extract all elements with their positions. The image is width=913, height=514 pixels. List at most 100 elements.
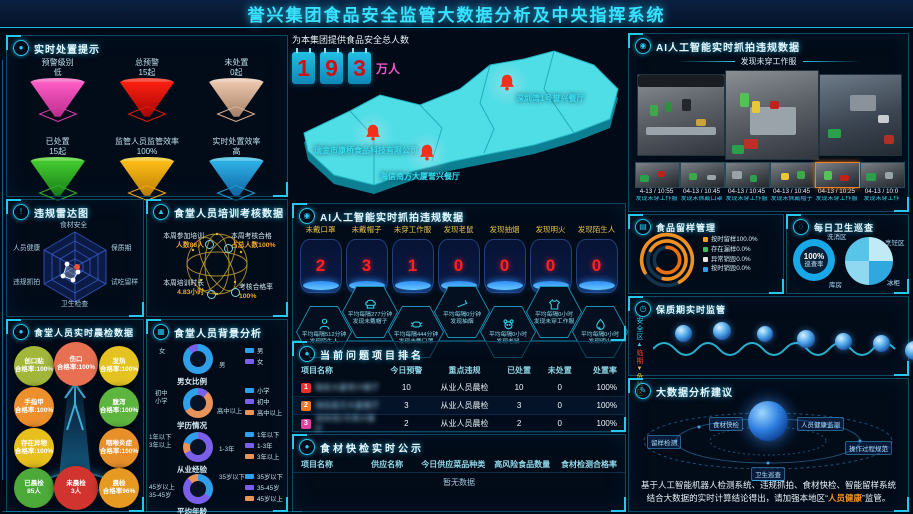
cigarette-icon (456, 299, 468, 308)
expiry-item-bubble[interactable] (835, 333, 852, 350)
map-marker-label[interactable]: 瑞金市康桥食品科技有限公司 (314, 146, 418, 155)
orbit-node[interactable]: 人员健康监测 (797, 417, 844, 431)
check-stat: 咽喉炎症 合格率:100% (99, 428, 139, 468)
funnel-stat: 未处置 0起 (192, 58, 281, 129)
check-stat: 未晨检 3人 (54, 466, 98, 510)
cctv-still[interactable] (725, 70, 819, 160)
mouse-icon (502, 319, 514, 330)
expiry-item-bubble[interactable] (713, 322, 731, 340)
violation-stat: 未戴口罩 2 (298, 224, 343, 293)
table-row[interactable]: 1 瑞金大厦誉兴餐厅 10 从业人员晨检 10 0 100% (293, 379, 625, 397)
funnel-icon (208, 157, 264, 202)
interval-hex: 平均每隔277分钟 发现未戴帽子 (342, 286, 398, 338)
camera-icon: ◉ (635, 38, 651, 54)
radar-axis-label: 食材安全 (60, 222, 88, 229)
panel-sample-management: ▤ 食品留样管理 按时留样100.0% 存在漏样0.0% 异常销毁0.0% 按时… (628, 214, 784, 294)
alarm-bell-icon[interactable] (498, 73, 516, 91)
capture-thumbnail-active[interactable]: 04-13 / 10:25 发现未穿工作服 (815, 162, 860, 203)
panel-background-analysis: ▦ 食堂人员背景分析 女 男 男女比例 男 女 初中 小学 高中以上 学历情况 … (146, 319, 288, 514)
pie-label: 冰柜 (887, 280, 900, 287)
expiry-item-bubble[interactable] (675, 325, 692, 342)
region-map[interactable] (292, 33, 624, 201)
panel-title: 食品留样管理 (656, 222, 717, 233)
panel-violation-radar: ! 违规雷达图 食材安全 保质期 试吃留样 卫生检查 违规抓拍 人员健康 (6, 199, 144, 317)
panel-morning-check: ● 食堂人员实时晨检数据 创口贴 合格率:100% 伤口 合格率:100% 发热 合格… (6, 319, 144, 512)
donut-chart-age: 45岁以上 35-45岁 35岁以下 平均年龄 35岁以下 35-45岁 45岁… (149, 474, 283, 514)
orbit-node[interactable]: 操作过程规范 (845, 441, 892, 455)
capture-thumbnail[interactable]: 04-13 / 10:45 发现未佩戴口罩 (680, 162, 725, 203)
panel-title: 食堂人员实时晨检数据 (34, 327, 135, 338)
frame-line (2, 60, 3, 480)
panel-title: AI人工智能实时抓拍违规数据 (656, 42, 800, 54)
orbit-node[interactable]: 卫生巡查 (751, 467, 785, 481)
capture-thumbnail[interactable]: 4-13 / 10:55 发现未穿工作服 (635, 162, 680, 203)
panel-ai-camera: ◉ AI人工智能实时抓拍违规数据 发现未穿工作服 (628, 33, 909, 212)
globe (748, 401, 788, 441)
table-row[interactable]: 3 深圳湾1号誉兴餐厅 2 从业人员晨检 2 0 100% (293, 414, 625, 434)
counter-digit: 1 (292, 48, 315, 84)
capture-thumbnail[interactable]: 04-13 / 10:0 发现未穿工作 (860, 162, 905, 203)
donut-chart-education: 初中 小学 高中以上 学历情况 小学 初中 高中以上 (155, 388, 283, 430)
alarm-bell-icon[interactable] (364, 123, 382, 141)
table-row[interactable]: 2 海信南方大厦餐厅 3 从业人员晨检 3 0 100% (293, 397, 625, 415)
orbit-node[interactable]: 食材快检 (709, 417, 743, 431)
cctv-still[interactable] (819, 74, 902, 156)
check-stat: 创口贴 合格率:100% (14, 346, 54, 386)
funnel-icon (208, 78, 264, 123)
header-bar: 誉兴集团食品安全监管大数据分析及中央指挥系统 (0, 0, 913, 28)
panel-title: 大数据分析建议 (656, 387, 733, 399)
counter-unit: 万人 (376, 61, 401, 76)
panel-ai-capture-stats: ◉ AI人工智能实时抓拍违规数据 未戴口罩 2 未戴帽子 3 未穿工作服 1 发现老鼠… (292, 203, 628, 358)
table-header: 项目名称 供应名称 今日供应菜品种类 高风险食品数量 食材检测合格率 (293, 457, 625, 473)
panel-title: AI人工智能实时抓拍违规数据 (320, 212, 464, 224)
capture-thumbnail[interactable]: 04-13 / 10:45 发现未佩戴帽子 (770, 162, 815, 203)
bell-icon: ● (13, 40, 29, 56)
expiry-item-bubble[interactable] (905, 341, 913, 360)
rank-badge: 1 (301, 382, 311, 393)
funnel-stat: 实时处置效率高 (192, 137, 281, 208)
interval-hex: 平均每隔0分钟 发现抽烟 (434, 286, 490, 338)
pie-label: 洗消区 (827, 234, 847, 241)
donut-chart-experience: 1年以下 3年以上 1-3年 从业经验 1年以下 1-3年 3年以上 (149, 432, 280, 474)
training-stat: 本周考核合格 占总人数100% (231, 233, 276, 249)
map-marker-label[interactable]: 深圳湾1号誉兴餐厅 (516, 94, 585, 103)
counter-digit: 3 (348, 48, 371, 84)
radar-axis-label: 保质期 (111, 245, 132, 252)
person-icon (319, 318, 329, 330)
training-stat: 考核合格率 100% (239, 284, 273, 300)
check-stat: 晨检 合格率96% (99, 468, 139, 508)
violation-stat: 未戴帽子 3 (344, 224, 389, 293)
flame-icon (595, 318, 605, 330)
funnel-icon (119, 157, 175, 202)
check-stat: 手指甲 合格率:100% (14, 387, 54, 427)
check-stat: 伤口 合格率:100% (54, 342, 98, 386)
panel-shelf-life: ◷ 保质期实时监管 安全区 ▲ 临期 ▼ 危险区 (628, 296, 913, 397)
violation-stat: 发现陌生人 0 (574, 224, 619, 293)
panel-title: 保质期实时监管 (656, 304, 727, 315)
person-icon: ● (13, 324, 29, 340)
edit-icon: ✎ (635, 383, 651, 399)
panel-title: 违规雷达图 (34, 208, 89, 220)
panel-quick-check: ● 食材快检实时公示 项目名称 供应名称 今日供应菜品种类 高风险食品数量 食材… (292, 434, 626, 512)
expiry-item-bubble[interactable] (797, 330, 815, 348)
rank-badge: 2 (301, 400, 311, 411)
clock-icon: ◷ (635, 301, 651, 317)
funnel-stat: 预警级别低 (13, 58, 102, 129)
pie-label: 烹饪区 (885, 240, 905, 247)
alarm-bell-icon[interactable] (418, 143, 436, 161)
counter-digit: 9 (320, 48, 343, 84)
radar-axis-label: 人员健康 (13, 245, 41, 252)
cctv-still[interactable] (637, 74, 725, 156)
panel-title: 当前问题项目排名 (320, 350, 424, 362)
expiry-item-bubble[interactable] (873, 335, 890, 352)
funnel-icon (30, 78, 86, 123)
check-stat: 存在异物 合格率:100% (14, 428, 54, 468)
frame-line (2, 511, 302, 512)
orbit-node[interactable]: 留样检测 (647, 435, 681, 449)
expiry-item-bubble[interactable] (757, 326, 773, 342)
funnel-stat: 监管人员监管效率 100% (102, 137, 191, 208)
map-marker-label[interactable]: 海信南方大厦誉兴餐厅 (380, 172, 460, 181)
capture-thumbnail[interactable]: 04-13 / 10:45 发现未穿工作服 (725, 162, 770, 203)
violation-stat: 发现抽烟 0 (482, 224, 527, 293)
panel-training-assessment: ▲ 食堂人员培训考核数据 本周参加培训 人数86人 本周考核合格 占总人数100% … (146, 199, 288, 317)
